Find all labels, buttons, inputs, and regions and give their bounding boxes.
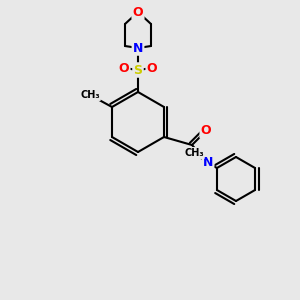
Text: O: O xyxy=(147,61,157,74)
Text: O: O xyxy=(133,5,143,19)
Text: S: S xyxy=(134,64,142,76)
Text: CH₃: CH₃ xyxy=(184,148,204,158)
Text: N: N xyxy=(133,41,143,55)
Text: N: N xyxy=(203,157,213,169)
Text: O: O xyxy=(119,61,129,74)
Text: O: O xyxy=(201,124,211,137)
Text: CH₃: CH₃ xyxy=(80,90,100,100)
